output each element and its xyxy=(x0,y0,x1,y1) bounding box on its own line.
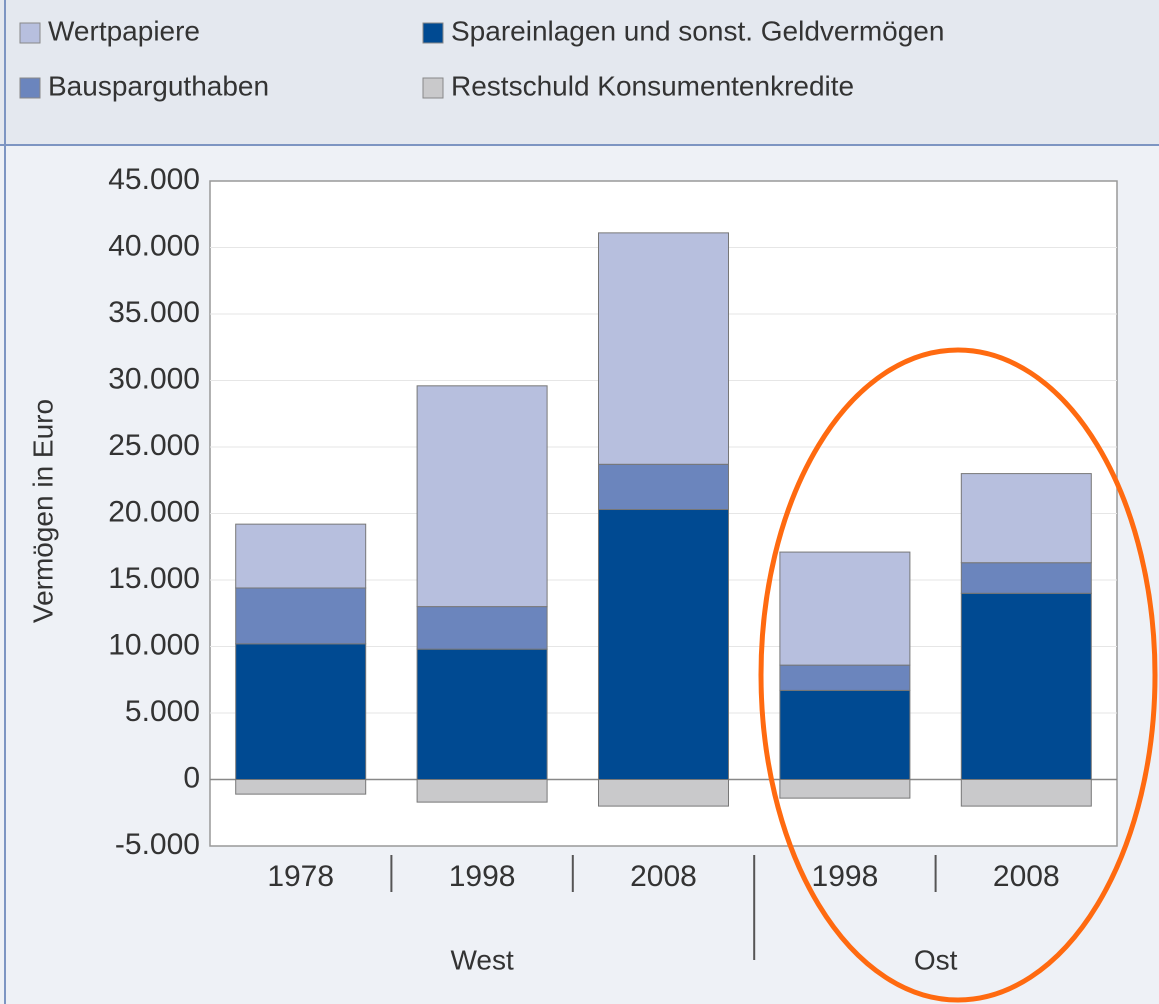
x-tick-label: 1978 xyxy=(267,860,334,893)
group-label: West xyxy=(450,944,513,975)
legend-swatch xyxy=(19,77,41,99)
bar-segment xyxy=(416,606,548,650)
bar-segment xyxy=(779,551,911,666)
y-tick-label: 35.000 xyxy=(108,296,200,329)
legend-swatch xyxy=(422,77,444,99)
y-tick-label: 20.000 xyxy=(108,495,200,528)
legend-label: Bausparguthaben xyxy=(48,70,269,101)
legend-label: Spareinlagen und sonst. Geldvermögen xyxy=(451,15,944,46)
bar-segment xyxy=(416,648,548,780)
bar-segment xyxy=(598,232,729,465)
bar-segment xyxy=(416,779,548,803)
legend-swatch xyxy=(422,22,444,44)
y-tick-label: 30.000 xyxy=(108,362,200,395)
bar-segment xyxy=(960,779,1092,807)
y-tick-label: 0 xyxy=(183,761,200,794)
x-tick-label: 1998 xyxy=(812,860,879,893)
bar-segment xyxy=(416,385,548,608)
x-tick-label: 1998 xyxy=(449,860,516,893)
y-tick-label: 40.000 xyxy=(108,229,200,262)
bar-segment xyxy=(960,592,1092,780)
x-tick-label: 2008 xyxy=(630,860,697,893)
y-tick-label: 15.000 xyxy=(108,562,200,595)
bar-segment xyxy=(598,509,729,780)
group-label: Ost xyxy=(914,944,958,975)
legend-label: Wertpapiere xyxy=(48,15,200,46)
y-tick-label: 5.000 xyxy=(125,695,200,728)
legend-swatch xyxy=(19,22,41,44)
y-tick-label: 25.000 xyxy=(108,429,200,462)
bar-segment xyxy=(779,779,911,799)
x-tick-label: 2008 xyxy=(993,860,1060,893)
bar-segment xyxy=(960,562,1092,594)
highlight-ellipse xyxy=(758,347,1158,1003)
bar-segment xyxy=(235,587,367,645)
bar-segment xyxy=(235,643,367,781)
bar-segment xyxy=(598,463,729,511)
y-tick-label: -5.000 xyxy=(115,828,200,861)
bar-segment xyxy=(598,779,729,807)
bar-segment xyxy=(779,689,911,781)
bar-segment xyxy=(960,473,1092,564)
y-tick-label: 10.000 xyxy=(108,628,200,661)
bar-segment xyxy=(779,664,911,691)
legend-label: Restschuld Konsumentenkredite xyxy=(451,70,854,101)
bar-segment xyxy=(235,779,367,795)
y-axis-label: Vermögen in Euro xyxy=(27,399,58,623)
y-tick-label: 45.000 xyxy=(108,163,200,196)
legend-panel xyxy=(0,0,1159,145)
bar-segment xyxy=(235,523,367,589)
